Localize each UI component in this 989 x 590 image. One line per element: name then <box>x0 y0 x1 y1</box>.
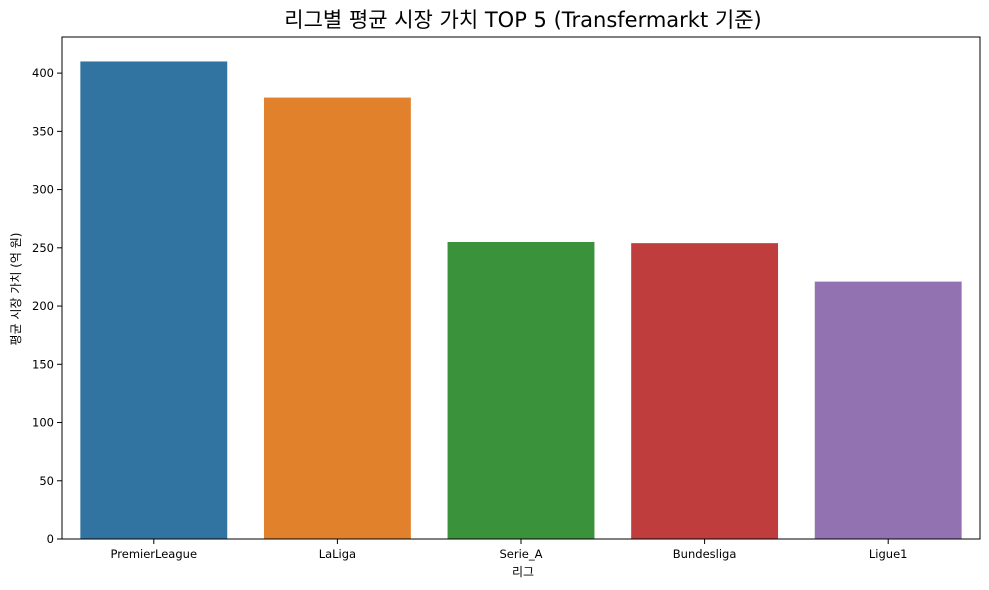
y-tick-label-100: 100 <box>32 416 54 430</box>
y-axis-label: 평균 시장 가치 (억 원) <box>9 233 23 346</box>
bar-serie-a <box>448 242 595 539</box>
y-tick-label-50: 50 <box>39 474 54 488</box>
x-axis-label: 리그 <box>512 565 534 579</box>
x-tick-label-serie-a: Serie_A <box>500 547 543 561</box>
x-tick-label-ligue1: Ligue1 <box>869 547 908 561</box>
x-tick-label-laliga: LaLiga <box>319 547 356 561</box>
y-tick-label-350: 350 <box>32 124 54 138</box>
y-tick-label-200: 200 <box>32 299 54 313</box>
x-tick-label-premierleague: PremierLeague <box>111 547 197 561</box>
y-tick-label-250: 250 <box>32 241 54 255</box>
y-tick-label-300: 300 <box>32 183 54 197</box>
x-tick-label-bundesliga: Bundesliga <box>673 547 737 561</box>
y-tick-label-0: 0 <box>47 532 54 546</box>
chart-title: 리그별 평균 시장 가치 TOP 5 (Transfermarkt 기준) <box>284 8 761 32</box>
bar-premierleague <box>80 61 227 539</box>
plot-area: 0 50 100 150 200 250 300 350 400 PremierLeague LaL… <box>32 37 980 561</box>
bar-bundesliga <box>631 243 778 539</box>
y-tick-label-400: 400 <box>32 66 54 80</box>
bar-laliga <box>264 98 411 539</box>
y-tick-label-150: 150 <box>32 357 54 371</box>
bar-ligue1 <box>815 282 962 539</box>
